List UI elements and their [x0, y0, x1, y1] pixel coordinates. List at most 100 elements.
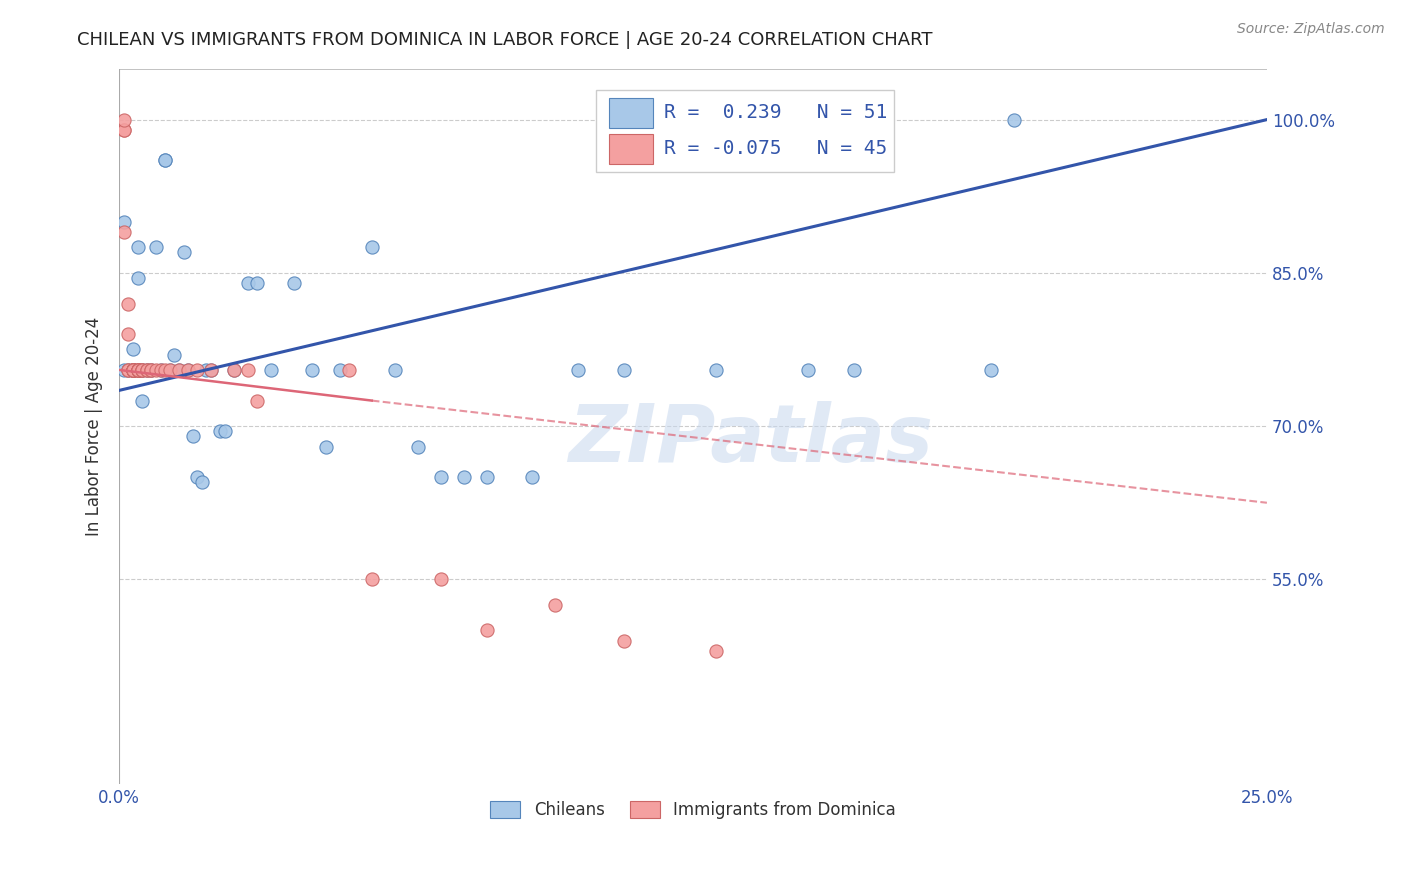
- Point: [236, 363, 259, 377]
- Point: [122, 363, 145, 377]
- Point: [222, 363, 245, 377]
- Point: [360, 240, 382, 254]
- FancyBboxPatch shape: [609, 98, 652, 128]
- Point: [112, 123, 135, 137]
- Point: [122, 363, 145, 377]
- Point: [135, 363, 157, 377]
- Point: [163, 348, 186, 362]
- Point: [112, 225, 135, 239]
- Point: [797, 363, 820, 377]
- Text: CHILEAN VS IMMIGRANTS FROM DOMINICA IN LABOR FORCE | AGE 20-24 CORRELATION CHART: CHILEAN VS IMMIGRANTS FROM DOMINICA IN L…: [77, 31, 932, 49]
- Text: Source: ZipAtlas.com: Source: ZipAtlas.com: [1237, 22, 1385, 37]
- Point: [145, 240, 167, 254]
- Point: [522, 470, 544, 484]
- Point: [315, 440, 337, 454]
- Point: [384, 363, 406, 377]
- Point: [112, 215, 135, 229]
- Point: [842, 363, 865, 377]
- Point: [153, 153, 176, 168]
- Point: [475, 470, 498, 484]
- Point: [127, 363, 149, 377]
- Point: [127, 363, 149, 377]
- Point: [195, 363, 218, 377]
- Y-axis label: In Labor Force | Age 20-24: In Labor Force | Age 20-24: [86, 317, 103, 536]
- Point: [135, 363, 157, 377]
- Point: [200, 363, 222, 377]
- Point: [181, 429, 204, 443]
- Point: [544, 598, 567, 612]
- Point: [131, 363, 153, 377]
- Text: ZIPatlas: ZIPatlas: [568, 401, 934, 479]
- Point: [145, 363, 167, 377]
- Text: R =  0.239   N = 51: R = 0.239 N = 51: [665, 103, 887, 122]
- Point: [141, 363, 163, 377]
- Point: [186, 363, 208, 377]
- Point: [131, 393, 153, 408]
- Point: [177, 363, 200, 377]
- Point: [112, 123, 135, 137]
- Point: [153, 363, 176, 377]
- FancyBboxPatch shape: [596, 90, 894, 172]
- Point: [122, 363, 145, 377]
- Point: [131, 363, 153, 377]
- Point: [141, 363, 163, 377]
- Point: [141, 363, 163, 377]
- Point: [112, 363, 135, 377]
- Point: [117, 327, 139, 342]
- Point: [131, 363, 153, 377]
- Point: [1002, 112, 1025, 127]
- Point: [329, 363, 352, 377]
- Point: [704, 644, 727, 658]
- Point: [200, 363, 222, 377]
- Point: [301, 363, 323, 377]
- Point: [127, 363, 149, 377]
- Point: [236, 276, 259, 290]
- Point: [980, 363, 1002, 377]
- Point: [122, 343, 145, 357]
- Point: [222, 363, 245, 377]
- Point: [159, 363, 181, 377]
- Point: [475, 624, 498, 638]
- Point: [613, 363, 636, 377]
- Point: [214, 424, 236, 438]
- Point: [112, 112, 135, 127]
- Point: [127, 240, 149, 254]
- Point: [127, 363, 149, 377]
- Point: [127, 271, 149, 285]
- Point: [567, 363, 589, 377]
- Point: [117, 363, 139, 377]
- Legend: Chileans, Immigrants from Dominica: Chileans, Immigrants from Dominica: [484, 794, 903, 825]
- Point: [453, 470, 475, 484]
- Point: [122, 363, 145, 377]
- Point: [406, 440, 429, 454]
- Point: [127, 363, 149, 377]
- Point: [704, 363, 727, 377]
- FancyBboxPatch shape: [609, 134, 652, 163]
- Point: [429, 573, 451, 587]
- Point: [246, 276, 269, 290]
- Point: [167, 363, 190, 377]
- Point: [149, 363, 172, 377]
- Point: [149, 363, 172, 377]
- Point: [173, 245, 195, 260]
- Point: [177, 363, 200, 377]
- Point: [360, 573, 382, 587]
- Point: [117, 363, 139, 377]
- Point: [122, 363, 145, 377]
- Point: [613, 633, 636, 648]
- Point: [122, 363, 145, 377]
- Text: R = -0.075   N = 45: R = -0.075 N = 45: [665, 139, 887, 158]
- Point: [122, 363, 145, 377]
- Point: [260, 363, 283, 377]
- Point: [131, 363, 153, 377]
- Point: [127, 363, 149, 377]
- Point: [122, 363, 145, 377]
- Point: [167, 363, 190, 377]
- Point: [337, 363, 360, 377]
- Point: [186, 470, 208, 484]
- Point: [117, 296, 139, 310]
- Point: [122, 363, 145, 377]
- Point: [209, 424, 232, 438]
- Point: [246, 393, 269, 408]
- Point: [191, 475, 214, 490]
